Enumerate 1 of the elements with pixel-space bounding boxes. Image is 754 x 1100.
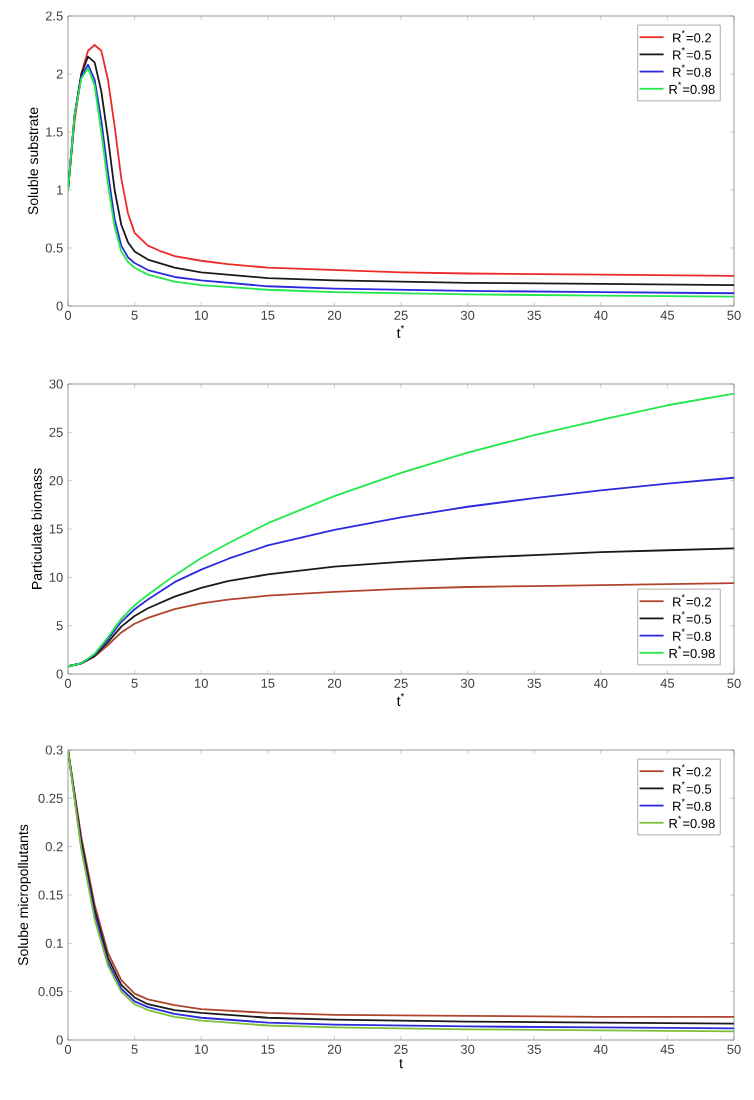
line-series	[68, 392, 734, 668]
